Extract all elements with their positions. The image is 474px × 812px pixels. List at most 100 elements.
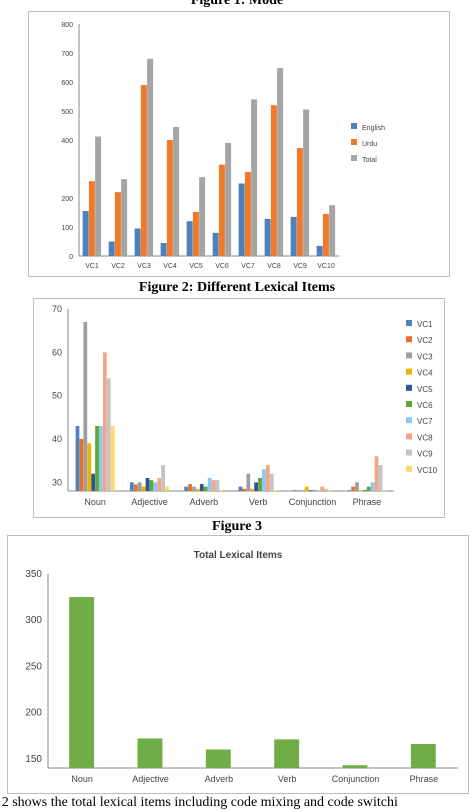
bar-adverb-vc2 (188, 484, 192, 491)
bar-vc9-total (303, 109, 310, 256)
legend-swatch-vc2 (406, 336, 412, 343)
bar-adjective-vc10 (165, 486, 169, 491)
legend-label-urdu: Urdu (362, 141, 377, 148)
bar-adverb-vc10 (219, 490, 224, 491)
bar-adverb-vc4 (196, 488, 200, 491)
x-tick-label: VC6 (215, 263, 229, 270)
chart-1-frame: 0 100 200 400 500 600 700 800 VC1 VC2 VC3 VC4 VC5 VC6… (28, 11, 450, 277)
y-tick-label: 150 (25, 754, 42, 765)
legend-swatch-english (351, 123, 357, 129)
bar-vc9-english (290, 216, 297, 256)
bar-vc10-total (329, 205, 336, 256)
bar-adjective-vc1 (129, 482, 134, 491)
x-tick-label: VC5 (189, 263, 203, 270)
bar-conjunction-vc7 (316, 490, 321, 491)
x-tick-label: Phrase (353, 497, 382, 507)
legend-label-vc6: VC6 (417, 401, 433, 410)
x-tick-label: VC2 (111, 263, 125, 270)
y-tick-label: 500 (61, 109, 73, 116)
bar-noun-vc1 (75, 426, 80, 491)
bar-verb-vc4 (250, 488, 255, 491)
bar-adverb-vc8 (211, 480, 216, 491)
bar-adverb-total (205, 749, 231, 768)
bar-vc5-urdu (192, 211, 199, 256)
bar-noun-total (69, 597, 95, 768)
x-tick-label: Phrase (410, 774, 439, 784)
legend-label-vc8: VC8 (417, 433, 433, 442)
bar-phrase-vc3 (355, 482, 359, 491)
x-tick-label: VC4 (163, 263, 177, 270)
y-tick-label: 250 (25, 661, 42, 672)
bar-adverb-vc1 (184, 486, 189, 491)
bar-vc3-urdu (140, 84, 147, 257)
bar-conjunction-vc6 (312, 490, 317, 491)
x-tick-label: Verb (249, 497, 268, 507)
legend-swatch-vc8 (406, 433, 412, 440)
bar-phrase-vc4 (359, 490, 363, 491)
y-tick-label: 40 (52, 434, 62, 444)
x-tick-label: Adjective (132, 774, 169, 784)
bar-adjective-vc9 (161, 465, 165, 491)
y-tick-label: 800 (61, 22, 73, 29)
bar-phrase-vc7 (370, 482, 375, 491)
legend-swatch-urdu (351, 139, 357, 145)
x-tick-label: Adverb (190, 497, 219, 507)
bar-vc1-english (82, 211, 89, 256)
legend-label-vc2: VC2 (417, 336, 433, 345)
bar-verb-vc2 (242, 488, 247, 491)
bar-noun-vc10 (110, 426, 115, 491)
x-tick-label: Conjunction (289, 497, 337, 507)
bar-noun-vc7 (99, 426, 103, 491)
bar-vc10-english (316, 245, 323, 256)
y-tick-label: 700 (61, 51, 73, 58)
bar-adjective-vc6 (149, 480, 154, 491)
bar-noun-vc9 (106, 378, 111, 491)
x-tick-label: Adverb (205, 774, 234, 784)
y-tick-label: 400 (61, 138, 73, 145)
legend-label-vc5: VC5 (417, 385, 433, 394)
bar-phrase-total (410, 743, 436, 768)
bar-phrase-vc1 (347, 490, 352, 491)
mode-chart: 0 100 200 400 500 600 700 800 VC1 VC2 VC3 VC4 VC5 VC6… (61, 22, 385, 270)
y-tick-label: 200 (61, 196, 73, 203)
bar-verb-vc5 (254, 482, 259, 491)
bar-vc3-english (134, 228, 141, 256)
legend-swatch-vc9 (406, 449, 412, 456)
x-tick-label: VC9 (293, 263, 307, 270)
x-tick-label: Conjunction (332, 774, 380, 784)
legend-swatch-vc3 (406, 352, 412, 359)
y-tick-label: 200 (25, 708, 42, 719)
bar-vc4-total (173, 126, 180, 256)
legend-label-vc4: VC4 (417, 369, 433, 378)
x-tick-label: Verb (278, 774, 297, 784)
bar-conjunction-vc8 (320, 486, 325, 491)
x-tick-label: VC7 (241, 263, 255, 270)
bar-adjective-vc3 (137, 482, 142, 491)
bar-vc6-total (225, 142, 232, 256)
figure-2-caption: Figure 2: Different Lexical Items (138, 280, 336, 295)
legend-label-english: English (362, 125, 385, 132)
bar-phrase-vc2 (351, 486, 355, 491)
legend-swatch-vc1 (406, 320, 412, 326)
chart-title: Total Lexical Items (194, 550, 283, 561)
bar-vc6-english (212, 232, 219, 256)
x-tick-label: VC10 (317, 263, 335, 270)
x-tick-label: VC1 (85, 263, 99, 270)
bar-vc2-english (108, 241, 115, 256)
bar-noun-vc2 (79, 439, 84, 491)
bar-phrase-vc8 (374, 456, 379, 491)
bar-conjunction-vc4 (304, 486, 309, 491)
x-tick-label: Noun (84, 497, 106, 507)
figure-1-caption: Figure 1: Mode (190, 0, 284, 8)
bar-noun-vc3 (83, 322, 88, 491)
bar-adverb-vc5 (199, 484, 204, 491)
x-tick-label: VC3 (137, 263, 151, 270)
bar-adverb-vc9 (215, 480, 220, 491)
lexical-items-chart: 30 40 50 60 70 Noun Adjective Adverb Verb Conjunc… (52, 304, 438, 507)
total-lexical-items-chart: Total Lexical Items 150 200 250 300 350 Noun Ad… (25, 550, 458, 784)
bar-vc7-total (251, 99, 258, 257)
chart-3-frame: Total Lexical Items 150 200 250 300 350 Noun Ad… (7, 535, 469, 794)
bar-adjective-vc8 (157, 478, 162, 491)
legend-swatch-vc7 (406, 417, 412, 424)
bar-vc4-english (160, 242, 167, 256)
